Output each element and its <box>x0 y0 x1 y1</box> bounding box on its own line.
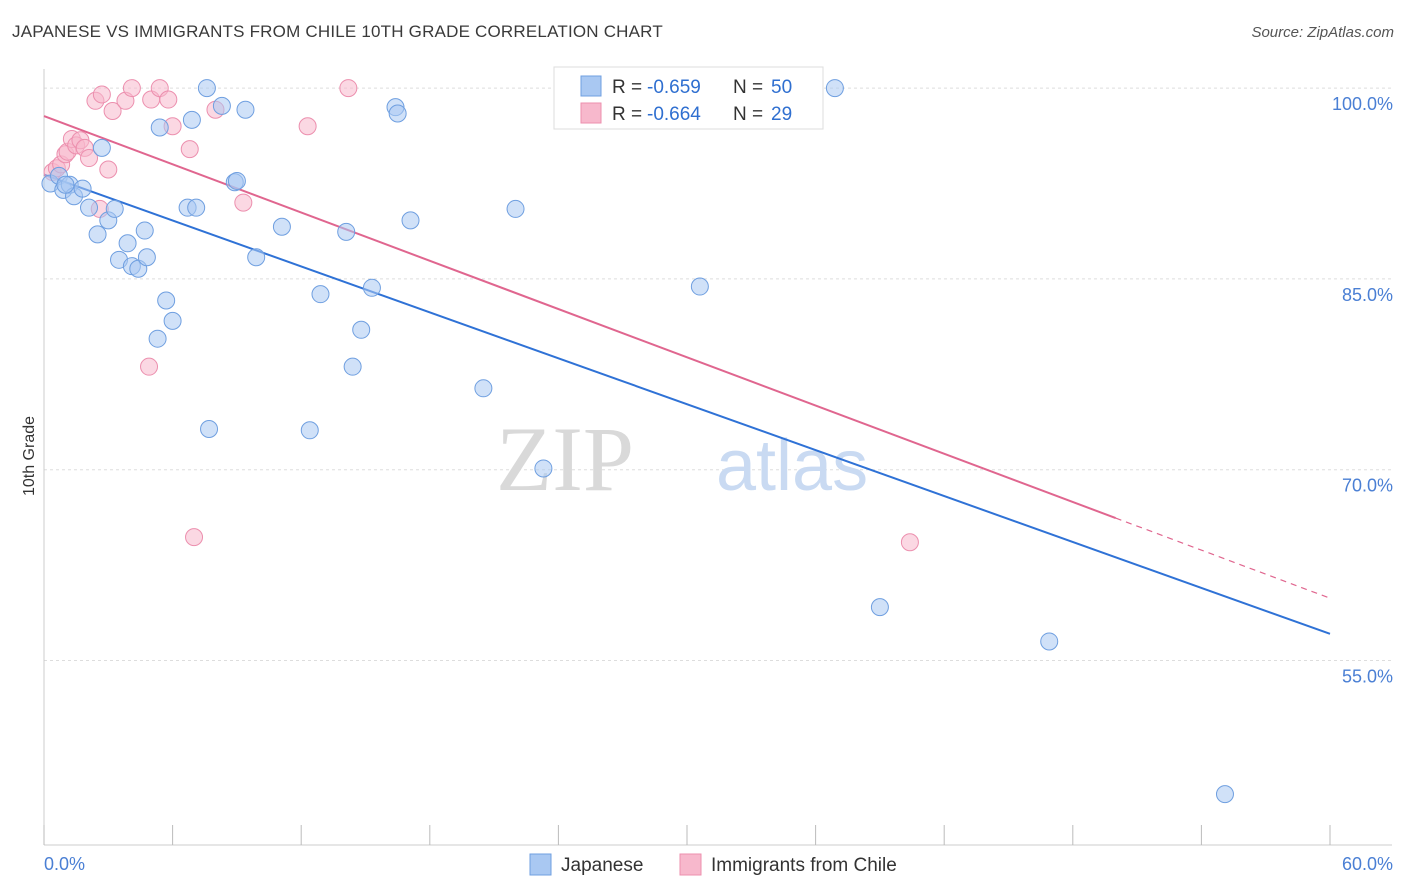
point-chile-28 <box>900 533 919 552</box>
x-tick-label-0: 0.0% <box>44 854 85 874</box>
legend-r-value-chile: -0.664 <box>647 104 701 125</box>
legend-swatch-japanese <box>580 75 602 97</box>
point-japanese-22 <box>182 110 201 129</box>
point-japanese-20 <box>163 311 182 330</box>
point-japanese-6 <box>80 198 99 217</box>
watermark-zip: ZIP <box>496 408 634 510</box>
point-japanese-12 <box>118 234 137 253</box>
x-tick-labels: 0.0% 60.0% <box>44 854 1393 874</box>
y-tick-label-0: 100.0% <box>1332 94 1393 114</box>
point-japanese-19 <box>157 291 176 310</box>
point-japanese-28 <box>227 171 246 190</box>
legend-r-label-japanese: R = <box>612 77 642 98</box>
point-chile-14 <box>103 101 122 120</box>
legend-n-value-chile: 29 <box>771 104 792 125</box>
point-japanese-18 <box>150 118 169 137</box>
stats-legend: R = -0.659 N = 50 R = -0.664 N = 29 <box>553 66 824 130</box>
point-japanese-7 <box>88 225 107 244</box>
point-chile-27 <box>339 79 358 98</box>
point-chile-26 <box>298 117 317 136</box>
trend-line-chile-extrapolated <box>1115 517 1331 599</box>
y-tick-label-1: 85.0% <box>1342 285 1393 305</box>
source-label: Source: ZipAtlas.com <box>1251 24 1394 41</box>
point-japanese-43 <box>534 459 553 478</box>
point-japanese-40 <box>401 211 420 230</box>
point-japanese-10 <box>105 199 124 218</box>
point-chile-16 <box>122 79 141 98</box>
point-japanese-44 <box>690 277 709 296</box>
point-japanese-24 <box>197 79 216 98</box>
point-japanese-25 <box>200 420 219 439</box>
point-chile-20 <box>159 90 178 109</box>
point-chile-13 <box>99 160 118 179</box>
y-tick-label-2: 70.0% <box>1342 476 1393 496</box>
data-points <box>41 79 1234 804</box>
series-legend: Japanese Immigrants from Chile <box>529 853 897 876</box>
point-japanese-41 <box>474 379 493 398</box>
y-tick-labels: 100.0% 85.0% 70.0% 55.0% <box>1332 94 1393 686</box>
point-japanese-48 <box>1215 785 1234 804</box>
point-japanese-31 <box>272 217 291 236</box>
legend-r-label-chile: R = <box>612 104 642 125</box>
point-japanese-36 <box>352 320 371 339</box>
point-japanese-23 <box>187 198 206 217</box>
point-japanese-30 <box>247 248 266 267</box>
point-japanese-45 <box>825 79 844 98</box>
point-japanese-47 <box>1040 632 1059 651</box>
series-legend-swatch-chile <box>679 853 702 876</box>
point-japanese-15 <box>135 221 154 240</box>
point-chile-25 <box>234 193 253 212</box>
point-japanese-32 <box>300 421 319 440</box>
point-japanese-17 <box>148 329 167 348</box>
x-tick-label-1: 60.0% <box>1342 854 1393 874</box>
point-chile-12 <box>92 85 111 104</box>
watermark-atlas: atlas <box>716 426 868 506</box>
point-japanese-33 <box>311 285 330 304</box>
series-legend-label-japanese: Japanese <box>561 855 643 876</box>
legend-n-value-japanese: 50 <box>771 77 792 98</box>
point-japanese-37 <box>362 278 381 297</box>
y-tick-label-3: 55.0% <box>1342 667 1393 687</box>
point-japanese-46 <box>870 598 889 617</box>
point-chile-9 <box>80 149 99 168</box>
point-japanese-5 <box>73 179 92 198</box>
point-chile-17 <box>140 357 159 376</box>
legend-r-value-japanese: -0.659 <box>647 77 701 98</box>
trend-line-chile <box>43 115 1117 519</box>
series-legend-swatch-japanese <box>529 853 552 876</box>
point-chile-22 <box>180 140 199 159</box>
legend-swatch-chile <box>580 102 602 124</box>
point-japanese-8 <box>92 138 111 157</box>
point-japanese-49 <box>56 175 75 194</box>
point-japanese-34 <box>337 222 356 241</box>
point-japanese-35 <box>343 357 362 376</box>
axes <box>43 69 1392 846</box>
gridlines <box>44 87 1392 662</box>
trend-lines <box>43 115 1331 635</box>
watermark: ZIP atlas <box>496 408 868 510</box>
point-japanese-42 <box>506 199 525 218</box>
legend-n-label-chile: N = <box>733 104 763 125</box>
point-japanese-29 <box>236 100 255 119</box>
legend-n-label-japanese: N = <box>733 77 763 98</box>
point-japanese-26 <box>212 96 231 115</box>
series-legend-label-chile: Immigrants from Chile <box>711 855 897 876</box>
y-axis-title: 10th Grade <box>21 416 38 496</box>
point-japanese-39 <box>388 104 407 123</box>
point-japanese-16 <box>137 248 156 267</box>
point-chile-23 <box>185 528 204 547</box>
trend-line-japanese <box>43 173 1331 635</box>
chart-title: JAPANESE VS IMMIGRANTS FROM CHILE 10TH G… <box>12 22 663 41</box>
